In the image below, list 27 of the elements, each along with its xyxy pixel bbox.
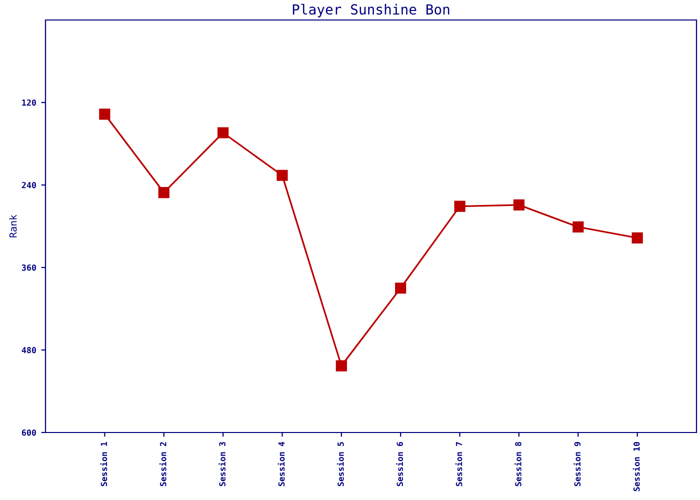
- x-tick-label: Session 3: [218, 442, 226, 486]
- x-tick-label: Session 10: [632, 442, 640, 492]
- x-tick-label: Session 7: [455, 442, 462, 486]
- x-tick-label: Session 2: [159, 442, 166, 486]
- y-tick-label: 240: [22, 182, 36, 188]
- x-tick-label: Session 8: [514, 442, 522, 486]
- point: [454, 200, 466, 212]
- x-tick-label: Session 5: [336, 442, 344, 486]
- y-axis-title: Rank: [9, 214, 17, 238]
- x-tick-label: Session 6: [396, 442, 404, 486]
- point: [336, 360, 347, 372]
- point: [513, 199, 525, 210]
- point: [276, 170, 288, 181]
- point: [158, 187, 170, 198]
- point: [572, 221, 584, 232]
- point: [395, 282, 406, 294]
- point: [99, 108, 110, 120]
- x-tick-label: Session 4: [278, 442, 285, 486]
- y-tick-label: 120: [22, 99, 36, 106]
- y-tick-label: 480: [22, 346, 36, 354]
- x-tick-label: Session 9: [574, 442, 581, 486]
- point: [217, 127, 229, 138]
- x-tick-label: Session 1: [100, 442, 108, 486]
- y-tick-label: 360: [22, 264, 36, 271]
- chart-title: Player Sunshine Bon: [292, 4, 450, 18]
- point: [632, 232, 643, 244]
- y-tick-label: 600: [22, 429, 36, 436]
